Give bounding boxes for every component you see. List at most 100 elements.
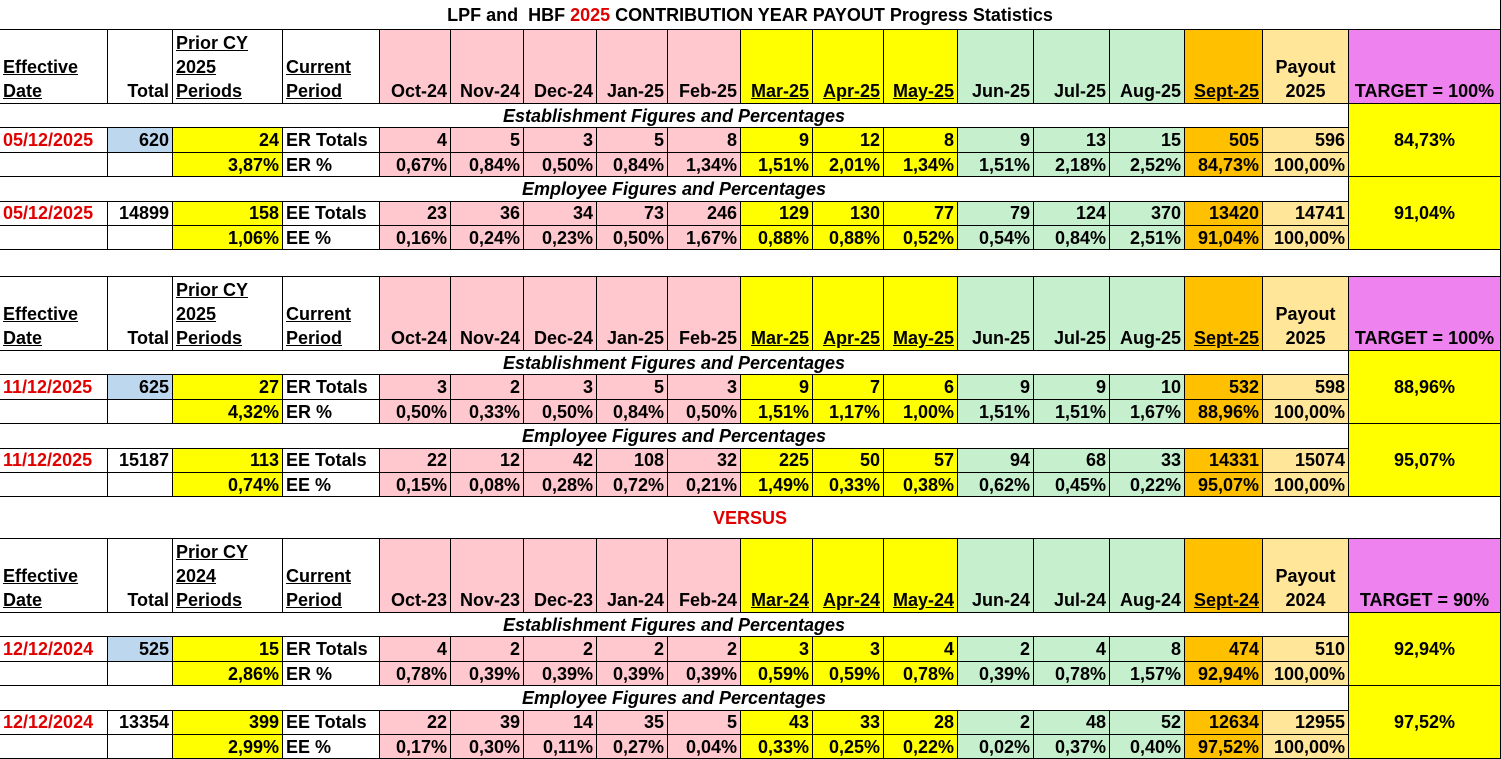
value-cell: 33: [1110, 448, 1185, 473]
percent-value: 0,21%: [685, 474, 737, 495]
header-cell: Prior CY 2025 Periods: [173, 30, 283, 104]
header-payout: Payout: [1275, 566, 1336, 586]
value-cell: 100,00%: [1263, 473, 1349, 498]
value-cell: 0,24%: [451, 226, 524, 251]
header-cell: Payout 2024: [1263, 539, 1349, 613]
header-month: Sept-25: [1193, 81, 1259, 101]
date-cell: 05/12/2025: [0, 128, 108, 153]
target-cell: 88,96%: [1349, 351, 1501, 425]
total-cell: 525: [108, 637, 173, 662]
value-cell: 4: [1034, 637, 1110, 662]
header-month: May-25: [892, 81, 954, 101]
percent-value: 0,40%: [1129, 736, 1181, 757]
total-value: 12955: [1294, 712, 1345, 733]
header-target: TARGET = 100%: [1354, 81, 1495, 101]
value-cell: 14741: [1263, 201, 1349, 226]
header-month: Dec-24: [533, 328, 593, 348]
value-cell: 0,25%: [813, 735, 884, 759]
value-cell: 596: [1263, 128, 1349, 153]
header-cell: Current Period: [283, 539, 380, 613]
total-value: 130: [849, 203, 880, 224]
versus: VERSUS: [712, 507, 788, 528]
total-value: 14: [572, 712, 593, 733]
date-cell: 11/12/2025: [0, 375, 108, 400]
total-value: 12634: [1208, 712, 1259, 733]
header-cell: Total: [108, 539, 173, 613]
value-cell: 0,72%: [597, 473, 668, 498]
value-cell: 0,78%: [884, 661, 958, 687]
value-cell: 225: [741, 448, 813, 473]
row-label: ER Totals: [283, 128, 380, 153]
total-value: 48: [1085, 712, 1106, 733]
header-cell: May-25: [884, 30, 958, 104]
total-value: 5: [509, 130, 520, 151]
value-cell: 100,00%: [1263, 399, 1349, 425]
value-cell: 2: [451, 637, 524, 662]
total-value: 108: [633, 450, 664, 471]
percent-value: 0,25%: [828, 736, 880, 757]
header-month: Oct-23: [390, 590, 447, 610]
row-label: EE Totals: [286, 712, 367, 733]
header-month: Aug-24: [1119, 590, 1181, 610]
value-cell: 100,00%: [1263, 661, 1349, 687]
total-value: 3: [798, 639, 809, 660]
header-month: Feb-25: [678, 81, 737, 101]
percent-value: 0,50%: [685, 401, 737, 422]
header-month: Mar-25: [750, 328, 809, 348]
empty-cell: [108, 399, 173, 425]
value-cell: 0,38%: [884, 473, 958, 498]
value-cell: 77: [884, 201, 958, 226]
percent-value: 100,00%: [1273, 663, 1345, 684]
total-value: 4: [1095, 639, 1106, 660]
percent-value: 0,52%: [902, 227, 954, 248]
value-cell: 0,78%: [1034, 661, 1110, 687]
header-payout: 2025: [1285, 328, 1326, 348]
empty-cell: [0, 473, 108, 498]
header-cell: Jan-25: [597, 30, 668, 104]
value-cell: 28: [884, 710, 958, 735]
title-year: 2025: [570, 4, 611, 25]
value-cell: 9: [741, 375, 813, 400]
total-value: 13420: [1208, 203, 1259, 224]
prior-value: 24: [258, 130, 279, 151]
value-cell: 0,54%: [958, 226, 1034, 251]
header-prior: Periods: [176, 328, 243, 348]
header-effective: Date: [3, 590, 43, 610]
percent-value: 1,67%: [1129, 401, 1181, 422]
value-cell: 9: [958, 128, 1034, 153]
prior-cell: 27: [173, 375, 283, 400]
total-value: 13: [1085, 130, 1106, 151]
total-value: 2: [1019, 712, 1030, 733]
total-value: 9: [1019, 377, 1030, 398]
header-cell: Prior CY 2024 Periods: [173, 539, 283, 613]
total-value: 22: [426, 450, 447, 471]
percent-value: 88,96%: [1197, 401, 1259, 422]
value-cell: 3: [524, 375, 597, 400]
total-value: 3: [726, 377, 737, 398]
total-value: 39: [499, 712, 520, 733]
row-label: EE %: [283, 473, 380, 498]
value-cell: 48: [1034, 710, 1110, 735]
header-cell: Feb-24: [668, 539, 741, 613]
percent-value: 0,15%: [395, 474, 447, 495]
value-cell: 14: [524, 710, 597, 735]
total-value: 12: [859, 130, 880, 151]
percent-value: 100,00%: [1273, 736, 1345, 757]
header-cell: TARGET = 90%: [1349, 539, 1501, 613]
header-prior: Periods: [176, 590, 243, 610]
percent-value: 91,04%: [1197, 227, 1259, 248]
percent-value: 0,78%: [395, 663, 447, 684]
percent-value: 0,27%: [612, 736, 664, 757]
prior-cell: 3,87%: [173, 152, 283, 178]
percent-value: 0,37%: [1054, 736, 1106, 757]
header-cell: May-25: [884, 277, 958, 351]
value-cell: 0,30%: [451, 735, 524, 759]
row-label: EE %: [283, 735, 380, 759]
prior-percent: 2,86%: [227, 663, 279, 684]
header-prior: 2025: [176, 57, 217, 77]
header-effective: Date: [3, 81, 43, 101]
row-label: ER %: [286, 154, 333, 175]
target-value: 95,07%: [1393, 450, 1456, 471]
value-cell: 9: [741, 128, 813, 153]
header-cell: Mar-25: [741, 30, 813, 104]
